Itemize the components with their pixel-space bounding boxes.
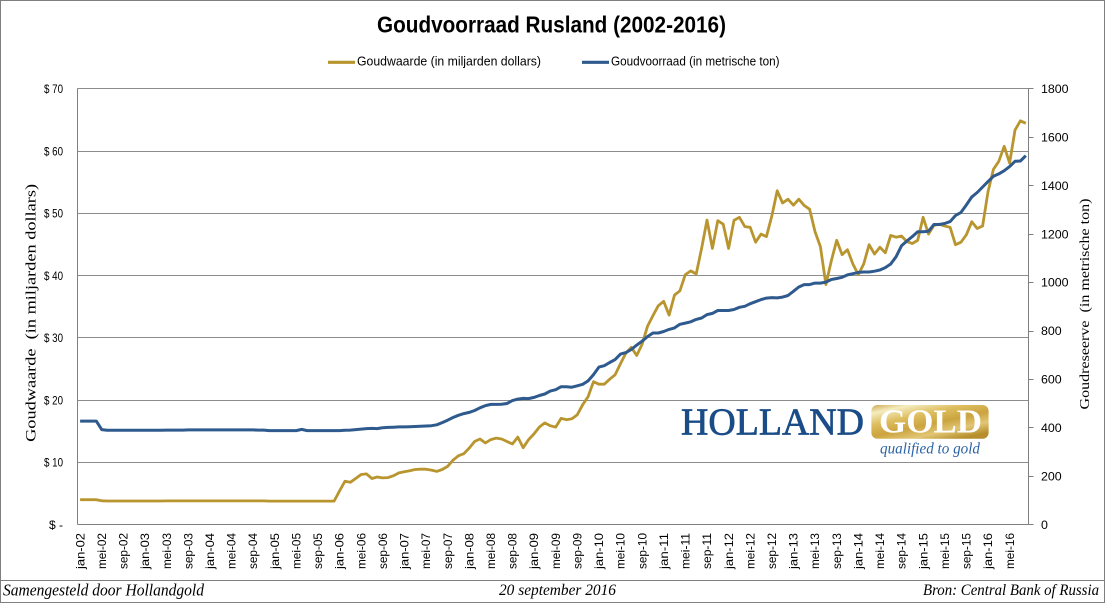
svg-text:Goudvoorraad Rusland (2002-201: Goudvoorraad Rusland (2002-2016): [377, 12, 726, 38]
svg-text:mei-09: mei-09: [549, 533, 563, 569]
svg-text:qualified to gold: qualified to gold: [880, 441, 981, 458]
svg-text:sep-06: sep-06: [376, 533, 390, 569]
svg-text:sep-08: sep-08: [506, 533, 520, 569]
svg-text:$ -: $ -: [49, 518, 63, 532]
svg-text:mei-14: mei-14: [873, 533, 887, 569]
svg-text:0: 0: [1041, 518, 1048, 532]
svg-text:jan-04: jan-04: [203, 533, 217, 570]
svg-text:sep-14: sep-14: [895, 533, 909, 569]
svg-text:1200: 1200: [1041, 227, 1069, 241]
svg-text:1000: 1000: [1041, 276, 1069, 290]
svg-text:$ 30: $ 30: [44, 331, 63, 345]
svg-text:jan-16: jan-16: [981, 533, 995, 570]
svg-text:sep-02: sep-02: [117, 533, 131, 569]
svg-text:$ 10: $ 10: [44, 456, 63, 470]
svg-text:mei-10: mei-10: [614, 533, 628, 569]
svg-text:1800: 1800: [1041, 82, 1069, 96]
svg-text:sep-03: sep-03: [181, 533, 195, 569]
svg-text:jan-03: jan-03: [138, 533, 152, 570]
svg-text:jan-13: jan-13: [787, 533, 801, 570]
svg-text:jan-11: jan-11: [657, 533, 671, 570]
svg-text:jan-09: jan-09: [527, 533, 541, 570]
svg-text:sep-05: sep-05: [311, 533, 325, 569]
svg-text:mei-05: mei-05: [290, 533, 304, 569]
svg-text:Goudvoorraad (in metrische ton: Goudvoorraad (in metrische ton): [611, 54, 780, 68]
svg-text:GOLD: GOLD: [879, 403, 982, 440]
svg-text:20 september 2016: 20 september 2016: [499, 582, 616, 599]
svg-text:jan-06: jan-06: [333, 533, 347, 570]
svg-text:mei-06: mei-06: [354, 533, 368, 569]
svg-text:mei-03: mei-03: [160, 533, 174, 569]
svg-text:$ 50: $ 50: [44, 207, 63, 221]
svg-text:HOLLAND: HOLLAND: [681, 402, 864, 444]
svg-text:jan-02: jan-02: [73, 533, 87, 570]
svg-text:jan-08: jan-08: [462, 533, 476, 570]
svg-text:Goudreseerve (in metrische to: Goudreseerve (in metrische ton): [1078, 198, 1093, 409]
svg-text:jan-14: jan-14: [852, 533, 866, 570]
svg-text:mei-15: mei-15: [938, 533, 952, 569]
svg-text:600: 600: [1041, 373, 1062, 387]
svg-text:400: 400: [1041, 421, 1062, 435]
svg-text:Goudwaarde (in miljarden doll: Goudwaarde (in miljarden dollars): [24, 184, 40, 442]
svg-text:Bron: Central Bank of Russia: Bron: Central Bank of Russia: [923, 582, 1099, 599]
svg-text:$ 40: $ 40: [44, 269, 63, 283]
svg-text:mei-04: mei-04: [225, 533, 239, 569]
svg-text:$ 20: $ 20: [44, 393, 63, 407]
svg-text:sep-10: sep-10: [635, 533, 649, 569]
svg-text:mei-11: mei-11: [679, 533, 693, 569]
svg-text:mei-13: mei-13: [808, 533, 822, 569]
svg-text:200: 200: [1041, 470, 1062, 484]
svg-text:mei-02: mei-02: [95, 533, 109, 569]
svg-text:jan-12: jan-12: [722, 533, 736, 570]
svg-text:jan-07: jan-07: [398, 533, 412, 570]
svg-text:jan-15: jan-15: [916, 533, 930, 570]
svg-text:mei-12: mei-12: [743, 533, 757, 569]
svg-text:$ 70: $ 70: [44, 82, 63, 96]
svg-text:sep-11: sep-11: [700, 533, 714, 569]
svg-text:Samengesteld door Hollandgold: Samengesteld door Hollandgold: [3, 581, 204, 600]
svg-text:sep-13: sep-13: [830, 533, 844, 569]
svg-text:800: 800: [1041, 324, 1062, 338]
svg-text:Goudwaarde (in miljarden dolla: Goudwaarde (in miljarden dollars): [357, 54, 541, 68]
svg-text:jan-05: jan-05: [268, 533, 282, 570]
svg-text:mei-07: mei-07: [419, 533, 433, 569]
svg-text:sep-15: sep-15: [960, 533, 974, 569]
svg-text:jan-10: jan-10: [592, 533, 606, 570]
svg-text:sep-04: sep-04: [246, 533, 260, 569]
svg-text:sep-09: sep-09: [571, 533, 585, 569]
svg-text:sep-12: sep-12: [765, 533, 779, 569]
svg-text:mei-08: mei-08: [484, 533, 498, 569]
svg-text:$ 60: $ 60: [44, 144, 63, 158]
svg-text:1400: 1400: [1041, 179, 1069, 193]
svg-text:mei-16: mei-16: [1003, 533, 1017, 569]
svg-text:1600: 1600: [1041, 130, 1069, 144]
svg-text:sep-07: sep-07: [441, 533, 455, 569]
